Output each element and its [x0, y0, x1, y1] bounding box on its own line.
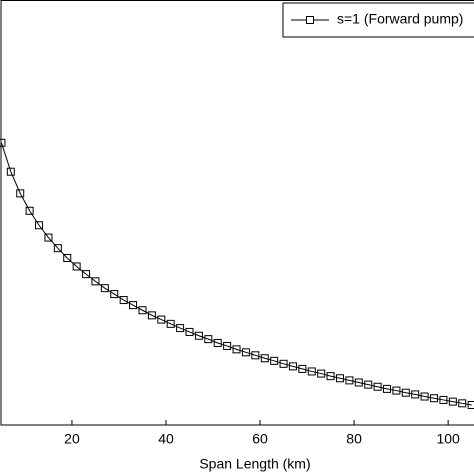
marker	[439, 395, 448, 404]
plot-frame	[0, 0, 474, 426]
marker	[373, 382, 382, 391]
marker	[364, 380, 373, 389]
marker	[270, 356, 279, 365]
marker	[298, 364, 307, 373]
marker	[157, 315, 166, 324]
marker	[345, 376, 354, 385]
marker	[392, 386, 401, 395]
marker	[82, 270, 91, 279]
marker	[44, 233, 53, 242]
marker	[411, 390, 420, 399]
marker	[53, 244, 62, 253]
marker	[185, 327, 194, 336]
marker	[467, 401, 474, 410]
marker	[251, 351, 260, 360]
marker	[326, 372, 335, 381]
marker	[232, 345, 241, 354]
marker	[354, 378, 363, 387]
marker	[35, 221, 44, 230]
marker	[25, 206, 34, 215]
marker	[0, 138, 6, 147]
marker	[317, 369, 326, 378]
marker	[223, 341, 232, 350]
marker	[72, 262, 81, 271]
marker	[6, 167, 15, 176]
marker	[138, 306, 147, 315]
x-tick-label: 80	[346, 431, 362, 447]
marker	[335, 374, 344, 383]
marker	[194, 331, 203, 340]
legend-label: s=1 (Forward pump)	[337, 11, 463, 27]
marker	[288, 362, 297, 371]
marker	[307, 367, 316, 376]
x-tick-label: 20	[64, 431, 80, 447]
legend-marker	[306, 16, 314, 24]
series-line	[0, 142, 472, 406]
x-tick-label: 100	[436, 431, 460, 447]
marker	[147, 311, 156, 320]
marker	[420, 392, 429, 401]
marker	[383, 384, 392, 393]
marker	[91, 277, 100, 286]
marker	[176, 324, 185, 333]
marker	[129, 301, 138, 310]
marker	[100, 284, 109, 293]
marker	[213, 338, 222, 347]
x-tick-label: 40	[158, 431, 174, 447]
marker	[260, 354, 269, 363]
marker	[430, 394, 439, 403]
marker	[241, 348, 250, 357]
marker	[401, 388, 410, 397]
x-tick-label: 60	[252, 431, 268, 447]
marker	[448, 397, 457, 406]
marker	[458, 399, 467, 408]
marker	[204, 335, 213, 344]
marker	[16, 189, 25, 198]
x-axis-label: Span Length (km)	[199, 456, 310, 472]
marker	[110, 290, 119, 299]
marker	[166, 319, 175, 328]
marker	[119, 296, 128, 305]
marker	[63, 253, 72, 262]
marker	[279, 359, 288, 368]
